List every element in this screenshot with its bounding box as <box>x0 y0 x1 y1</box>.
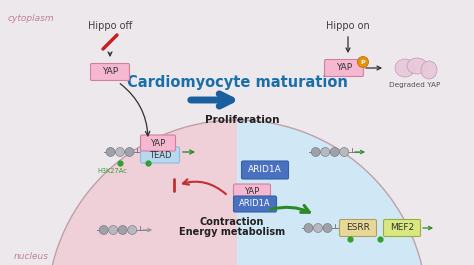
FancyBboxPatch shape <box>140 147 180 163</box>
Circle shape <box>109 226 118 235</box>
Text: Cardiomyocyte maturation: Cardiomyocyte maturation <box>127 74 347 90</box>
FancyBboxPatch shape <box>234 196 276 212</box>
Circle shape <box>313 223 322 232</box>
Text: P: P <box>361 60 365 64</box>
Text: Contraction: Contraction <box>200 217 264 227</box>
Text: H3K27Ac: H3K27Ac <box>97 168 127 174</box>
Text: MEF2: MEF2 <box>390 223 414 232</box>
Text: nucleus: nucleus <box>14 252 49 261</box>
FancyBboxPatch shape <box>325 60 364 77</box>
Text: Proliferation: Proliferation <box>205 115 279 125</box>
Circle shape <box>311 148 320 157</box>
Circle shape <box>106 148 115 157</box>
Circle shape <box>340 148 349 157</box>
Wedge shape <box>47 120 237 265</box>
Ellipse shape <box>421 61 437 79</box>
Circle shape <box>304 223 313 232</box>
FancyBboxPatch shape <box>339 219 376 236</box>
FancyBboxPatch shape <box>140 135 175 151</box>
Circle shape <box>99 226 108 235</box>
Circle shape <box>116 148 125 157</box>
FancyBboxPatch shape <box>91 64 129 81</box>
FancyBboxPatch shape <box>234 184 271 200</box>
Circle shape <box>125 148 134 157</box>
FancyBboxPatch shape <box>383 219 420 236</box>
Text: YAP: YAP <box>150 139 165 148</box>
Text: cytoplasm: cytoplasm <box>8 14 55 23</box>
Circle shape <box>118 226 127 235</box>
Text: YAP: YAP <box>336 64 352 73</box>
Ellipse shape <box>395 59 415 77</box>
Text: Hippo on: Hippo on <box>326 21 370 31</box>
Text: ARID1A: ARID1A <box>248 166 282 174</box>
Text: TEAD: TEAD <box>149 151 171 160</box>
Text: Hippo off: Hippo off <box>88 21 132 31</box>
Circle shape <box>128 226 137 235</box>
Circle shape <box>330 148 339 157</box>
Circle shape <box>321 148 330 157</box>
Ellipse shape <box>407 58 427 74</box>
Text: Energy metabolism: Energy metabolism <box>179 227 285 237</box>
Circle shape <box>357 56 368 68</box>
Text: YAP: YAP <box>102 68 118 77</box>
Text: ESRR: ESRR <box>346 223 370 232</box>
Wedge shape <box>237 120 427 265</box>
Text: ARID1A: ARID1A <box>239 200 271 209</box>
FancyBboxPatch shape <box>241 161 289 179</box>
Circle shape <box>323 223 332 232</box>
Text: Degraded YAP: Degraded YAP <box>389 82 441 88</box>
Text: YAP: YAP <box>245 188 260 197</box>
